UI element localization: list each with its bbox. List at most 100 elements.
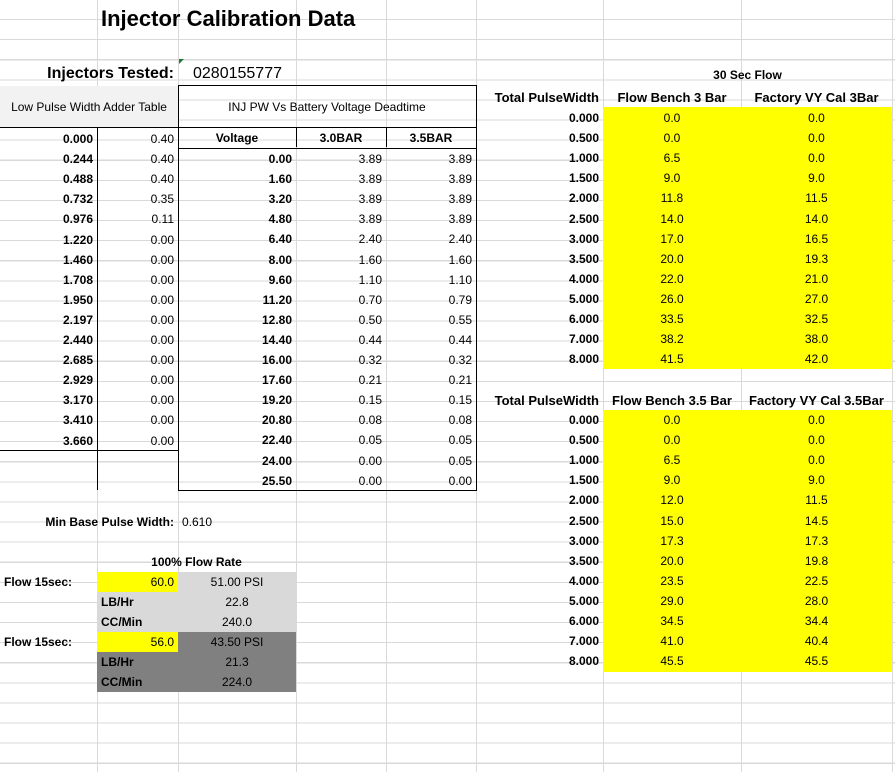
flow-bench-cell[interactable]: 9.0 bbox=[663, 473, 681, 488]
low-pw-adder-cell[interactable]: 0.40 bbox=[150, 152, 174, 167]
low-pw-adder-cell[interactable]: 0.00 bbox=[150, 272, 174, 287]
total-pw-cell[interactable]: 5.000 bbox=[568, 291, 599, 306]
col-voltage[interactable]: Voltage bbox=[215, 131, 259, 145]
low-pw-adder-cell[interactable]: 0.40 bbox=[150, 172, 174, 187]
low-pw-adder-cell[interactable]: 0.00 bbox=[150, 333, 174, 347]
flow-bench-cell[interactable]: 22.0 bbox=[660, 271, 684, 286]
factory-cal-cell[interactable]: 14.0 bbox=[804, 211, 829, 226]
deadtime-35bar-cell[interactable]: 0.21 bbox=[448, 373, 472, 388]
flow-rate-header[interactable]: 100% Flow Rate bbox=[151, 555, 242, 569]
flow-bench-cell[interactable]: 15.0 bbox=[660, 513, 684, 528]
deadtime-3bar-cell[interactable]: 0.05 bbox=[358, 433, 382, 448]
flow-bench-cell[interactable]: 20.0 bbox=[660, 251, 684, 266]
deadtime-header[interactable]: INJ PW Vs Battery Voltage Deadtime bbox=[228, 100, 426, 114]
total-pw-cell[interactable]: 3.000 bbox=[568, 231, 599, 246]
voltage-cell[interactable]: 22.40 bbox=[261, 433, 292, 448]
deadtime-3bar-cell[interactable]: 0.00 bbox=[358, 473, 382, 488]
total-pw-cell[interactable]: 1.500 bbox=[568, 473, 599, 488]
total-pw-cell[interactable]: 5.000 bbox=[568, 593, 599, 608]
low-pw-cell[interactable]: 1.220 bbox=[62, 232, 93, 247]
factory-cal-cell[interactable]: 21.0 bbox=[804, 271, 829, 286]
total-pw-cell[interactable]: 6.000 bbox=[568, 614, 599, 628]
injectors-tested-value[interactable]: 0280155777 bbox=[193, 65, 282, 82]
flow-bench-cell[interactable]: 9.0 bbox=[663, 171, 681, 186]
col-total-pw[interactable]: Total PulseWidth bbox=[494, 392, 599, 408]
total-pw-cell[interactable]: 3.000 bbox=[568, 533, 599, 548]
factory-cal-cell[interactable]: 27.0 bbox=[804, 291, 829, 306]
factory-cal-cell[interactable]: 0.0 bbox=[808, 131, 825, 146]
deadtime-35bar-cell[interactable]: 0.15 bbox=[448, 393, 472, 408]
deadtime-3bar-cell[interactable]: 3.89 bbox=[358, 152, 382, 166]
factory-cal-cell[interactable]: 40.4 bbox=[804, 634, 829, 649]
factory-cal-cell[interactable]: 9.0 bbox=[808, 473, 825, 488]
col-factory-3bar[interactable]: Factory VY Cal 3Bar bbox=[754, 89, 879, 105]
low-pw-cell[interactable]: 3.410 bbox=[62, 413, 93, 428]
flow-bench-cell[interactable]: 14.0 bbox=[660, 211, 684, 226]
voltage-cell[interactable]: 8.00 bbox=[268, 252, 292, 267]
total-pw-cell[interactable]: 1.500 bbox=[568, 171, 599, 186]
flow-bench-cell[interactable]: 41.0 bbox=[660, 634, 684, 649]
deadtime-3bar-cell[interactable]: 3.89 bbox=[358, 172, 382, 187]
total-pw-cell[interactable]: 2.500 bbox=[568, 211, 599, 226]
flow-bench-cell[interactable]: 29.0 bbox=[660, 593, 684, 608]
deadtime-3bar-cell[interactable]: 0.15 bbox=[358, 393, 382, 408]
deadtime-35bar-cell[interactable]: 0.32 bbox=[448, 353, 472, 367]
deadtime-35bar-cell[interactable]: 1.10 bbox=[448, 272, 472, 287]
low-pw-cell[interactable]: 0.244 bbox=[62, 152, 93, 167]
factory-cal-cell[interactable]: 45.5 bbox=[804, 654, 829, 669]
low-pw-cell[interactable]: 0.488 bbox=[62, 172, 93, 187]
deadtime-35bar-cell[interactable]: 0.55 bbox=[448, 312, 472, 327]
ccmin-label[interactable]: CC/Min bbox=[101, 675, 143, 689]
deadtime-35bar-cell[interactable]: 3.89 bbox=[448, 192, 472, 207]
col-flow-bench-3bar[interactable]: Flow Bench 3 Bar bbox=[617, 89, 727, 105]
total-pw-cell[interactable]: 2.500 bbox=[568, 513, 599, 528]
low-pw-cell[interactable]: 3.660 bbox=[62, 433, 93, 448]
voltage-cell[interactable]: 14.40 bbox=[261, 332, 292, 347]
total-pw-cell[interactable]: 7.000 bbox=[568, 332, 599, 347]
flow-bench-cell[interactable]: 33.5 bbox=[660, 312, 684, 326]
deadtime-3bar-cell[interactable]: 0.32 bbox=[358, 353, 382, 367]
ccmin-label[interactable]: CC/Min bbox=[101, 615, 143, 629]
deadtime-35bar-cell[interactable]: 3.89 bbox=[448, 212, 472, 227]
flow-bench-cell[interactable]: 45.5 bbox=[660, 654, 684, 669]
factory-cal-cell[interactable]: 0.0 bbox=[808, 453, 825, 468]
factory-cal-cell[interactable]: 42.0 bbox=[804, 352, 829, 367]
total-pw-cell[interactable]: 0.000 bbox=[568, 111, 599, 125]
flow-bench-cell[interactable]: 12.0 bbox=[660, 493, 684, 508]
low-pw-adder-cell[interactable]: 0.00 bbox=[150, 373, 174, 388]
factory-cal-cell[interactable]: 11.5 bbox=[805, 191, 828, 206]
low-pw-cell[interactable]: 3.170 bbox=[62, 393, 93, 408]
col-total-pw[interactable]: Total PulseWidth bbox=[494, 89, 599, 105]
low-pw-cell[interactable]: 2.929 bbox=[62, 373, 93, 388]
total-pw-cell[interactable]: 4.000 bbox=[568, 271, 599, 286]
lbhr-value[interactable]: 21.3 bbox=[225, 655, 249, 669]
deadtime-3bar-cell[interactable]: 1.10 bbox=[358, 272, 382, 287]
col-3bar[interactable]: 3.0BAR bbox=[319, 131, 363, 145]
deadtime-3bar-cell[interactable]: 3.89 bbox=[358, 192, 382, 207]
sec30-label[interactable]: 30 Sec Flow bbox=[713, 68, 782, 82]
deadtime-35bar-cell[interactable]: 0.05 bbox=[448, 433, 472, 448]
voltage-cell[interactable]: 19.20 bbox=[261, 393, 292, 408]
deadtime-3bar-cell[interactable]: 2.40 bbox=[358, 232, 382, 247]
factory-cal-cell[interactable]: 0.0 bbox=[808, 111, 825, 125]
factory-cal-cell[interactable]: 38.0 bbox=[804, 332, 829, 347]
low-pw-adder-cell[interactable]: 0.00 bbox=[150, 433, 174, 448]
low-pw-adder-cell[interactable]: 0.00 bbox=[150, 312, 174, 327]
min-base-label[interactable]: Min Base Pulse Width: bbox=[45, 515, 174, 529]
factory-cal-cell[interactable]: 0.0 bbox=[808, 433, 825, 448]
factory-cal-cell[interactable]: 16.5 bbox=[804, 231, 829, 246]
deadtime-35bar-cell[interactable]: 3.89 bbox=[448, 172, 472, 187]
total-pw-cell[interactable]: 3.500 bbox=[568, 553, 599, 568]
deadtime-3bar-cell[interactable]: 0.50 bbox=[358, 312, 382, 327]
factory-cal-cell[interactable]: 0.0 bbox=[808, 151, 825, 166]
min-base-value[interactable]: 0.610 bbox=[182, 515, 213, 529]
low-pw-cell[interactable]: 0.732 bbox=[62, 192, 93, 207]
flow-bench-cell[interactable]: 6.5 bbox=[663, 453, 681, 468]
factory-cal-cell[interactable]: 11.5 bbox=[805, 493, 828, 508]
flow-bench-cell[interactable]: 20.0 bbox=[660, 553, 684, 568]
flow-bench-cell[interactable]: 0.0 bbox=[663, 433, 681, 448]
deadtime-35bar-cell[interactable]: 0.44 bbox=[448, 332, 472, 347]
voltage-cell[interactable]: 9.60 bbox=[268, 272, 292, 287]
flow-bench-cell[interactable]: 0.0 bbox=[663, 131, 681, 146]
col-factory-35bar[interactable]: Factory VY Cal 3.5Bar bbox=[749, 392, 884, 408]
